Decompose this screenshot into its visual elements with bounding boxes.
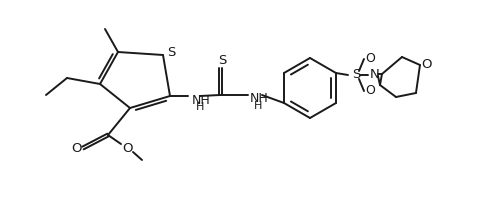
Text: O: O: [71, 141, 81, 155]
Text: S: S: [352, 68, 360, 81]
Text: NH: NH: [192, 93, 211, 106]
Text: H: H: [196, 102, 205, 112]
Text: NH: NH: [250, 92, 269, 106]
Text: S: S: [218, 53, 226, 67]
Text: O: O: [365, 85, 375, 98]
Text: S: S: [167, 46, 175, 59]
Text: N: N: [370, 68, 380, 81]
Text: O: O: [422, 59, 432, 71]
Text: H: H: [254, 101, 262, 111]
Text: O: O: [122, 141, 132, 155]
Text: O: O: [365, 53, 375, 66]
